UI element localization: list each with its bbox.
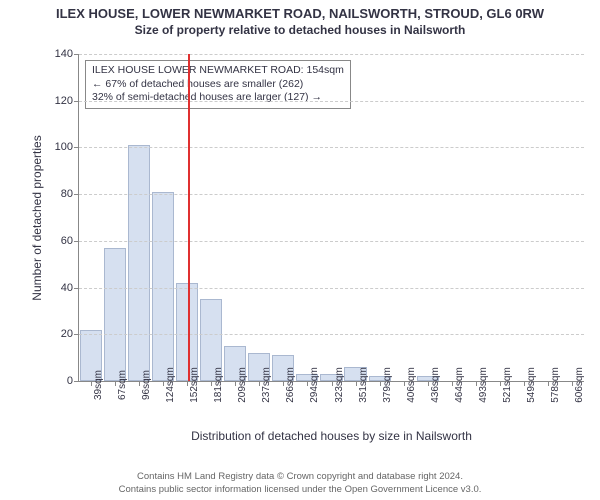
ytick-label: 40 [61, 282, 73, 294]
xtick-label: 578sqm [548, 367, 561, 403]
ytick-mark [74, 241, 79, 242]
ytick-label: 0 [67, 375, 73, 387]
chart-title-sub: Size of property relative to detached ho… [0, 21, 600, 41]
footer-line-1: Contains HM Land Registry data © Crown c… [0, 471, 600, 483]
marker-line [188, 54, 190, 381]
plot-area: Number of detached properties Distributi… [78, 54, 584, 382]
xtick-label: 436sqm [428, 367, 441, 403]
footer-attribution: Contains HM Land Registry data © Crown c… [0, 471, 600, 496]
ytick-mark [74, 54, 79, 55]
ytick-mark [74, 194, 79, 195]
xtick-label: 464sqm [452, 367, 465, 403]
histogram-bar [104, 248, 126, 381]
ytick-label: 100 [55, 141, 73, 153]
gridline [79, 241, 584, 242]
xtick-label: 406sqm [404, 367, 417, 403]
xtick-label: 39sqm [91, 370, 104, 400]
xtick-label: 323sqm [332, 367, 345, 403]
xtick-label: 294sqm [307, 367, 320, 403]
ytick-mark [74, 147, 79, 148]
xtick-label: 606sqm [572, 367, 585, 403]
xtick-label: 493sqm [476, 367, 489, 403]
ytick-mark [74, 288, 79, 289]
xtick-label: 96sqm [139, 370, 152, 400]
y-axis-label: Number of detached properties [30, 135, 44, 300]
ytick-label: 20 [61, 328, 73, 340]
gridline [79, 101, 584, 102]
xtick-label: 209sqm [235, 367, 248, 403]
ytick-mark [74, 334, 79, 335]
xtick-label: 379sqm [380, 367, 393, 403]
xtick-label: 237sqm [259, 367, 272, 403]
histogram-bar [128, 145, 150, 381]
chart-title-main: ILEX HOUSE, LOWER NEWMARKET ROAD, NAILSW… [0, 0, 600, 21]
xtick-label: 549sqm [524, 367, 537, 403]
ytick-label: 140 [55, 48, 73, 60]
histogram-bar [152, 192, 174, 381]
xtick-label: 266sqm [283, 367, 296, 403]
gridline [79, 288, 584, 289]
annotation-line-3: 32% of semi-detached houses are larger (… [92, 91, 344, 105]
gridline [79, 54, 584, 55]
ytick-mark [74, 381, 79, 382]
annotation-line-1: ILEX HOUSE LOWER NEWMARKET ROAD: 154sqm [92, 64, 344, 78]
footer-line-2: Contains public sector information licen… [0, 484, 600, 496]
ytick-label: 60 [61, 235, 73, 247]
xtick-label: 351sqm [356, 367, 369, 403]
gridline [79, 147, 584, 148]
gridline [79, 334, 584, 335]
ytick-mark [74, 101, 79, 102]
xtick-label: 181sqm [211, 367, 224, 403]
xtick-label: 67sqm [115, 370, 128, 400]
x-axis-label: Distribution of detached houses by size … [191, 429, 472, 443]
chart-container: Number of detached properties Distributi… [50, 48, 590, 428]
ytick-label: 80 [61, 188, 73, 200]
xtick-label: 124sqm [163, 367, 176, 403]
xtick-label: 521sqm [500, 367, 513, 403]
ytick-label: 120 [55, 95, 73, 107]
annotation-line-2: ← 67% of detached houses are smaller (26… [92, 78, 344, 92]
gridline [79, 194, 584, 195]
